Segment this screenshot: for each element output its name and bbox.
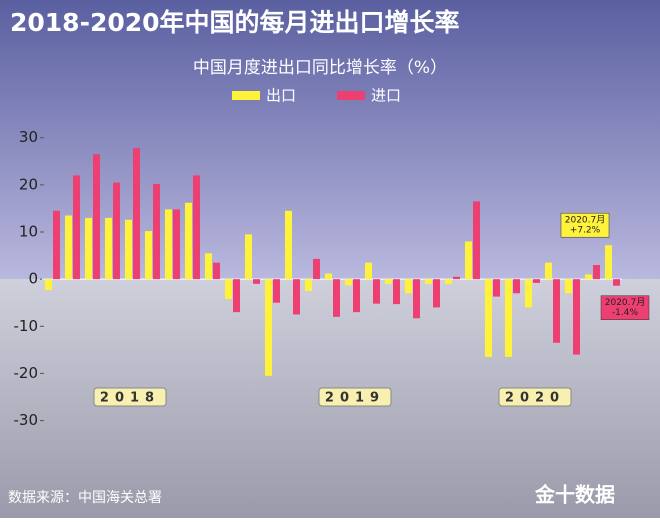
- bar: [45, 279, 52, 290]
- bar: [273, 279, 280, 303]
- bar: [345, 279, 352, 286]
- bar: [285, 210, 292, 280]
- bar: [225, 279, 232, 299]
- bar: [393, 279, 400, 305]
- bar: [545, 262, 552, 280]
- chart-title: 2018-2020年中国的每月进出口增长率: [10, 8, 460, 37]
- bar: [185, 202, 192, 280]
- bar: [145, 231, 152, 280]
- bar: [605, 245, 612, 280]
- bar: [133, 148, 140, 280]
- bar: [173, 209, 180, 280]
- source: 数据来源：中国海关总署: [8, 490, 162, 506]
- bar: [353, 279, 360, 313]
- year-block: [318, 387, 392, 407]
- bar: [93, 154, 100, 280]
- bar: [65, 215, 72, 280]
- y-tick-label: -30: [14, 411, 39, 429]
- bar: [573, 279, 580, 355]
- annotation-text: -1.4%: [612, 308, 639, 318]
- bar: [593, 265, 600, 280]
- y-tick-label: -10: [14, 317, 39, 335]
- bar: [245, 234, 252, 280]
- bar: [453, 276, 460, 280]
- year-block: [498, 387, 572, 407]
- annotation-text: 2020.7月: [565, 215, 606, 226]
- annotation-text: 2020.7月: [605, 297, 646, 308]
- year-block: [93, 387, 167, 407]
- bar: [193, 175, 200, 280]
- year-label: 2018: [100, 391, 160, 406]
- y-tick-label: 30: [19, 128, 38, 146]
- bar: [533, 279, 540, 283]
- bar: [613, 279, 620, 286]
- bar: [485, 279, 492, 357]
- bar: [153, 183, 160, 280]
- bar: [313, 258, 320, 280]
- bar: [233, 279, 240, 313]
- bar: [333, 279, 340, 317]
- bar: [513, 279, 520, 294]
- bar: [253, 279, 260, 284]
- bar: [405, 279, 412, 294]
- year-label: 2020: [505, 391, 565, 406]
- legend-swatch: [232, 91, 260, 100]
- legend-label: 进口: [371, 87, 401, 105]
- bar: [525, 279, 532, 308]
- bar: [125, 219, 132, 280]
- bar: [505, 279, 512, 357]
- bar: [73, 175, 80, 280]
- bar: [553, 279, 560, 343]
- bar: [293, 279, 300, 315]
- annotation-text: +7.2%: [570, 226, 601, 236]
- bar: [385, 279, 392, 284]
- bar: [433, 279, 440, 308]
- bar: [585, 274, 592, 280]
- bar: [325, 273, 332, 280]
- bar: [113, 182, 120, 280]
- bar: [565, 279, 572, 294]
- legend-label: 出口: [266, 87, 296, 105]
- bar: [205, 253, 212, 280]
- bar: [365, 262, 372, 280]
- bar: [305, 279, 312, 291]
- bar: [465, 241, 472, 280]
- annotation-box: [600, 295, 650, 320]
- bar: [373, 279, 380, 304]
- year-label: 2019: [325, 391, 385, 406]
- bar: [445, 279, 452, 284]
- bar: [213, 262, 220, 280]
- bar: [473, 201, 480, 280]
- y-tick-label: 20: [19, 175, 38, 193]
- chart-subtitle: 中国月度进出口同比增长率（%）: [193, 58, 447, 78]
- legend-swatch: [337, 91, 365, 100]
- annotation-box: [560, 212, 610, 238]
- bar: [105, 217, 112, 280]
- y-tick-label: 10: [19, 223, 38, 241]
- logo: 金十数据: [534, 483, 615, 507]
- bar: [413, 279, 420, 319]
- y-tick-label: -20: [14, 364, 39, 382]
- bar: [53, 210, 60, 280]
- bar: [165, 209, 172, 280]
- bar: [265, 279, 272, 376]
- y-tick-label: 0: [28, 270, 38, 288]
- bar: [85, 217, 92, 280]
- bar: [493, 279, 500, 297]
- bar: [425, 279, 432, 284]
